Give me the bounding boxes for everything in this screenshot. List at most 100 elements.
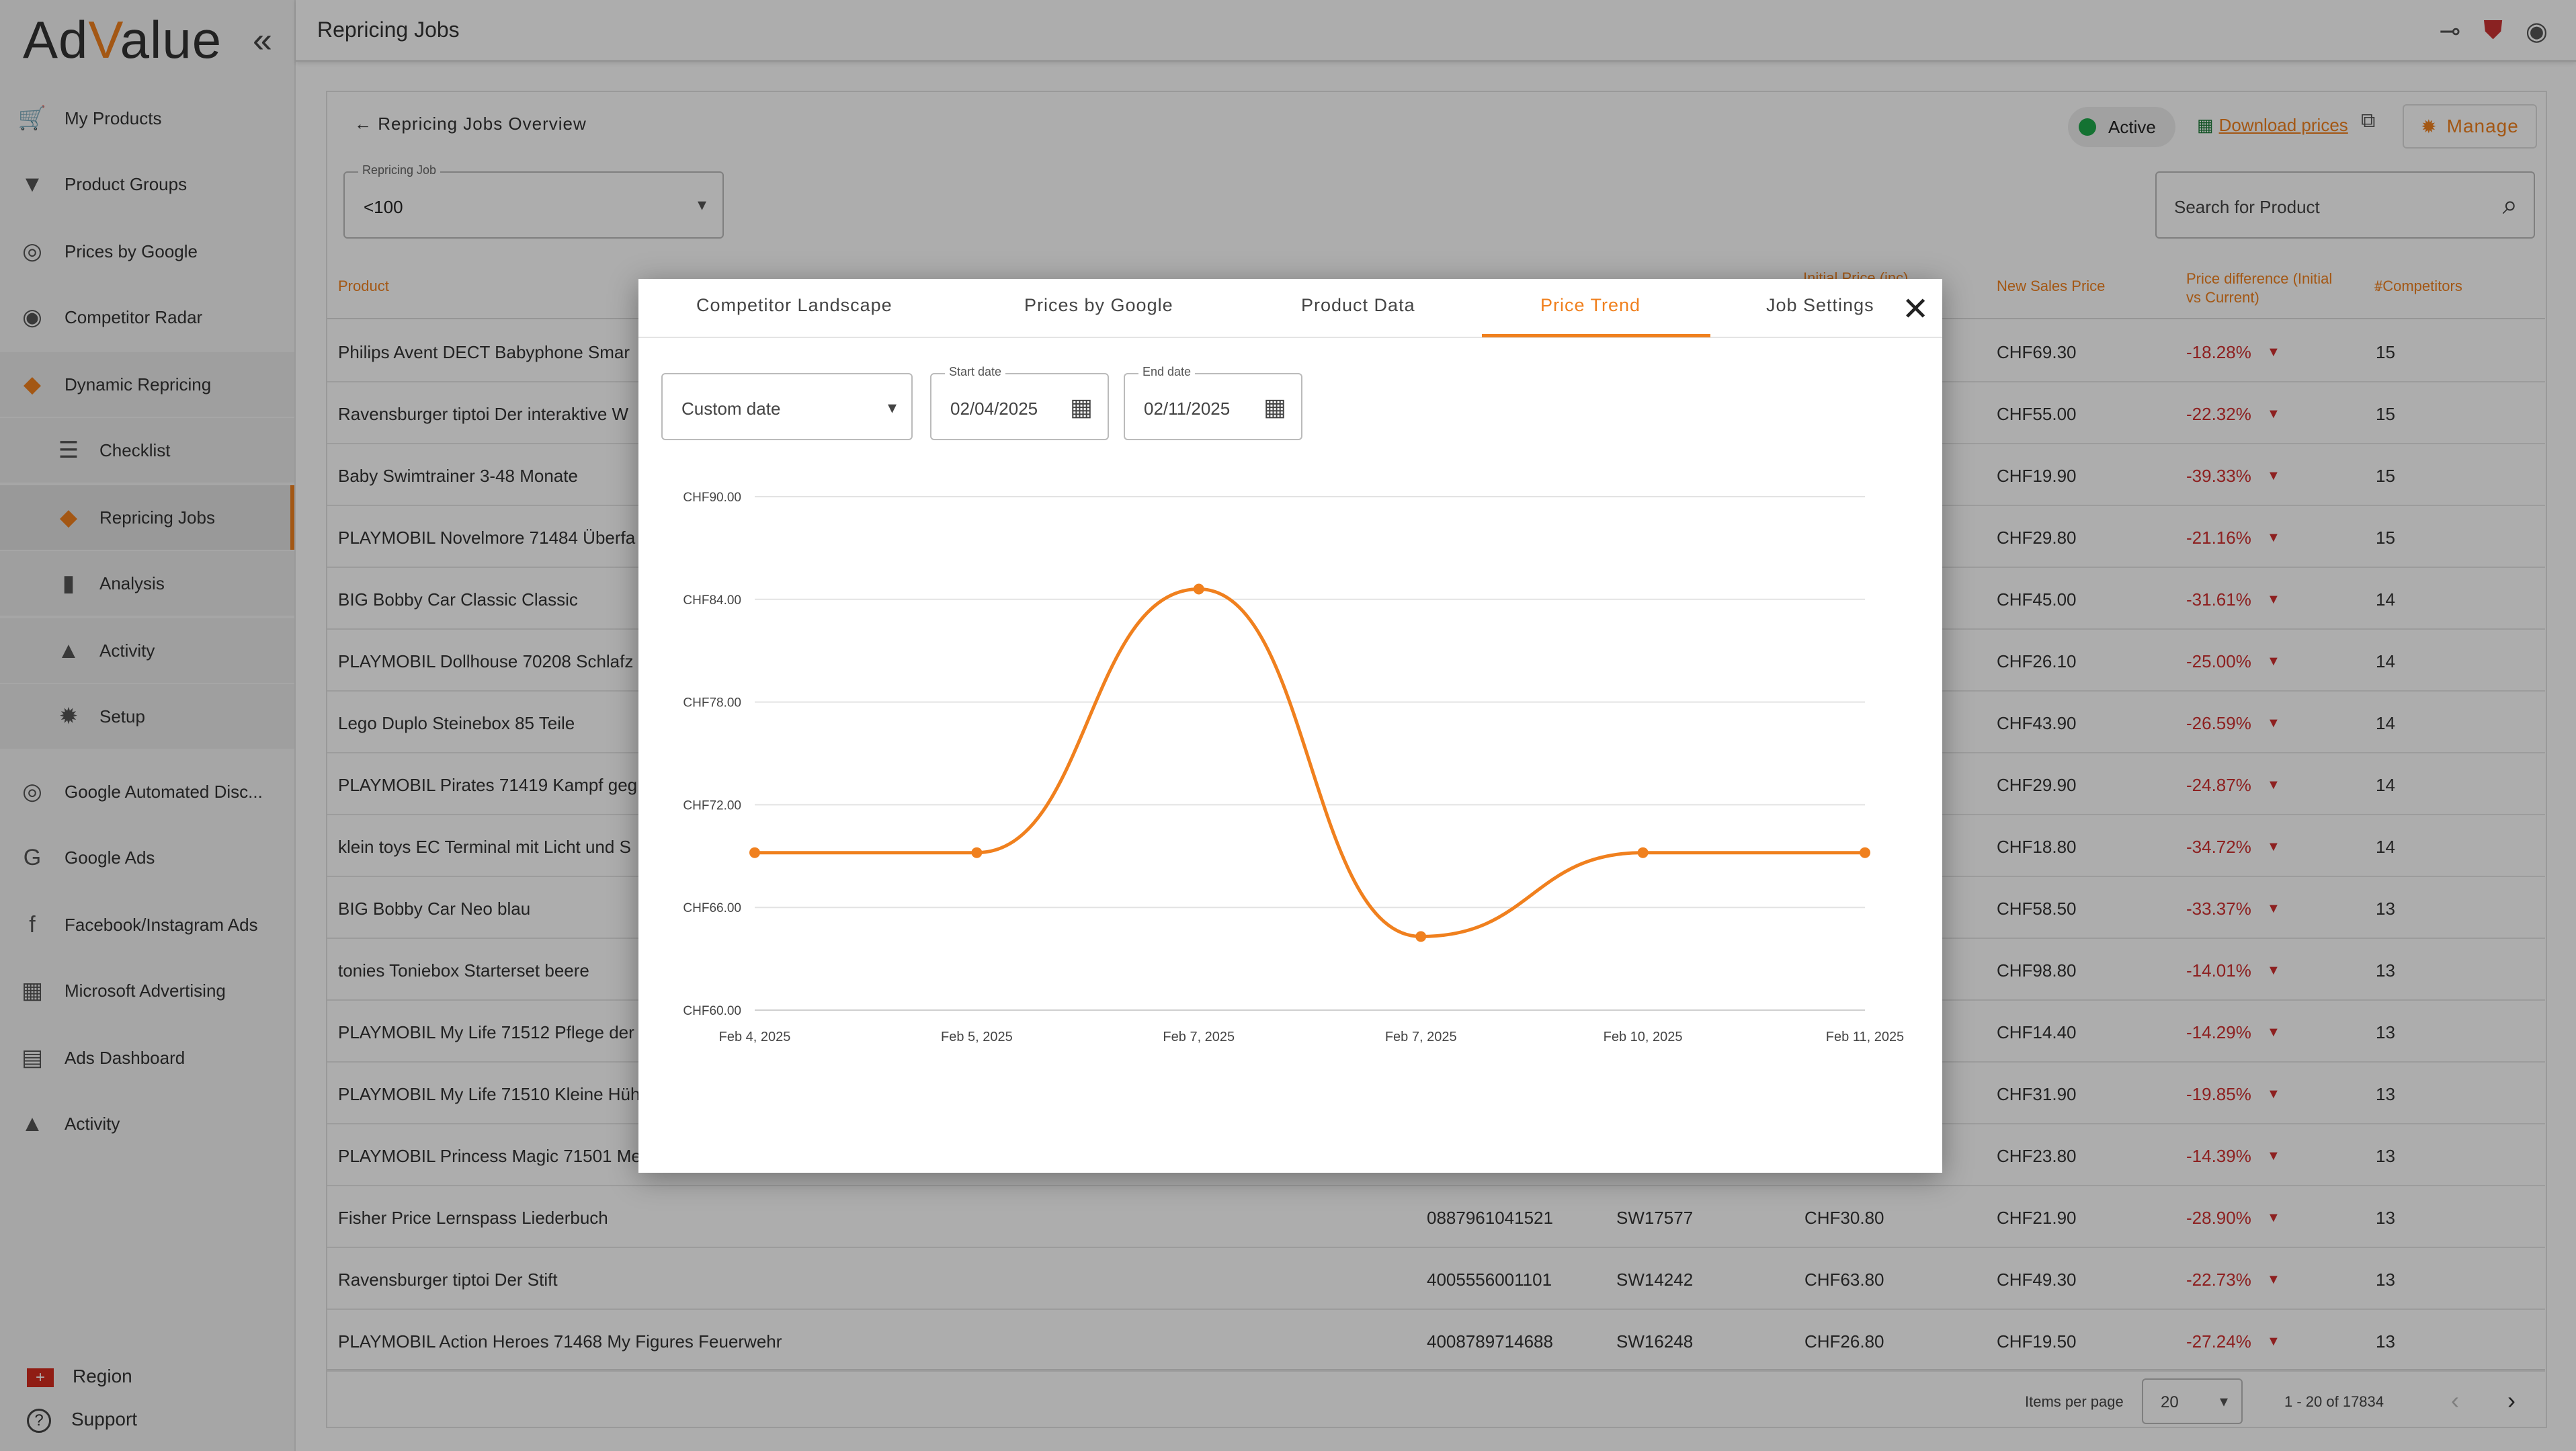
status-label: Active xyxy=(2108,116,2156,137)
account-icon[interactable]: ◉ xyxy=(2525,17,2548,46)
sidebar-item-microsoft-advertising[interactable]: ▦ Microsoft Advertising xyxy=(0,958,294,1023)
data-point xyxy=(1415,931,1427,942)
sidebar-item-product-groups[interactable]: ▼ Product Groups xyxy=(0,152,294,216)
download-prices-link[interactable]: ▦ Download prices xyxy=(2197,115,2348,136)
sidebar-item-google-automated-disc[interactable]: ◎ Google Automated Disc... xyxy=(0,759,294,824)
product-search[interactable]: Search for Product ⌕ xyxy=(2155,171,2535,239)
sidebar-item-label: Facebook/Instagram Ads xyxy=(65,914,258,935)
collapse-sidebar-icon[interactable]: « xyxy=(253,21,272,60)
sidebar-item-dynamic-repricing[interactable]: ◆ Dynamic Repricing xyxy=(0,352,294,417)
start-date-field[interactable]: Start date 02/04/2025 ▦ xyxy=(930,365,1109,440)
calendar-icon[interactable]: ▦ xyxy=(1263,393,1286,421)
cell-price-diff: -21.16% xyxy=(2186,528,2251,548)
sidebar-item-label: Setup xyxy=(99,706,145,727)
table-row[interactable]: Ravensburger tiptoi Der Stift 40055560011… xyxy=(327,1248,2545,1310)
items-per-page-value: 20 xyxy=(2161,1393,2179,1411)
page-title: Repricing Jobs xyxy=(317,17,460,42)
sidebar-item-my-products[interactable]: 🛒 My Products xyxy=(0,86,294,151)
sidebar-item-label: Google Automated Disc... xyxy=(65,781,263,802)
tab-competitor-landscape[interactable]: Competitor Landscape xyxy=(696,295,892,315)
sidebar-item-ads-dashboard[interactable]: ▤ Ads Dashboard xyxy=(0,1026,294,1090)
end-date-field[interactable]: End date 02/11/2025 ▦ xyxy=(1124,365,1302,440)
support-label: Support xyxy=(71,1409,138,1429)
tab-product-data[interactable]: Product Data xyxy=(1301,295,1415,315)
items-per-page-label: Items per page xyxy=(2025,1393,2124,1410)
cell-competitors: 15 xyxy=(2376,404,2395,424)
back-link[interactable]: ← Repricing Jobs Overview xyxy=(354,114,587,134)
filter-icon: ▼ xyxy=(21,171,44,197)
cell-sku: SW16248 xyxy=(1616,1331,1694,1352)
sidebar-item-analysis[interactable]: ▮ Analysis xyxy=(0,551,294,616)
tab-price-trend[interactable]: Price Trend xyxy=(1540,295,1641,315)
sidebar-item-prices-by-google[interactable]: ◎ Prices by Google xyxy=(0,219,294,284)
sidebar-item-competitor-radar[interactable]: ◉ Competitor Radar xyxy=(0,285,294,349)
y-tick-label: CHF60.00 xyxy=(683,1004,741,1018)
tab-job-settings[interactable]: Job Settings xyxy=(1766,295,1874,315)
trend-down-icon: ▼ xyxy=(2267,963,2280,978)
sidebar-item-activity[interactable]: ▲ Activity xyxy=(0,1091,294,1156)
search-icon[interactable]: ⌕ xyxy=(2502,190,2518,220)
sidebar-item-label: Activity xyxy=(99,640,155,661)
items-per-page-select[interactable]: 20 ▾ xyxy=(2142,1378,2243,1424)
sidebar-item-repricing-jobs[interactable]: ◆ Repricing Jobs xyxy=(0,485,294,550)
y-tick-label: CHF78.00 xyxy=(683,696,741,710)
google-price-icon: ◎ xyxy=(22,779,42,804)
app-logo[interactable]: AdValue xyxy=(23,10,222,69)
cell-price-diff: -31.61% xyxy=(2186,589,2251,610)
calendar-icon[interactable]: ▦ xyxy=(1069,393,1093,421)
col-price-diff[interactable]: Price difference (Initial vs Current) xyxy=(2186,270,2333,306)
cell-new-price: CHF23.80 xyxy=(1997,1146,2077,1166)
support-link[interactable]: ? Support xyxy=(27,1409,137,1433)
data-point xyxy=(749,847,760,858)
cell-product: BIG Bobby Car Neo blau xyxy=(338,899,531,919)
copy-icon[interactable]: ⧉ xyxy=(2361,110,2376,132)
sidebar-item-label: My Products xyxy=(65,108,162,128)
caret-down-icon: ▾ xyxy=(887,397,897,417)
search-placeholder: Search for Product xyxy=(2174,197,2320,217)
region-selector[interactable]: + Region xyxy=(27,1366,132,1387)
cell-product: Lego Duplo Steinebox 85 Teile xyxy=(338,713,575,733)
status-badge: Active xyxy=(2068,107,2175,147)
sidebar-item-setup[interactable]: ✹ Setup xyxy=(0,684,294,749)
cell-competitors: 13 xyxy=(2376,1270,2395,1290)
trend-down-icon: ▼ xyxy=(2267,345,2280,360)
cell-price-diff: -25.00% xyxy=(2186,651,2251,671)
end-date-label: End date xyxy=(1138,365,1196,379)
google-price-icon: ◎ xyxy=(22,239,42,264)
prev-page-icon[interactable]: ‹ xyxy=(2451,1386,2459,1414)
commit-icon[interactable]: ⊸ xyxy=(2439,17,2461,46)
table-row[interactable]: Fisher Price Lernspass Liederbuch 0887961… xyxy=(327,1186,2545,1248)
trend-down-icon: ▼ xyxy=(2267,1272,2280,1287)
table-row[interactable]: PLAYMOBIL Princess Magic 71501 Me CHF23.8… xyxy=(327,1124,2545,1186)
cell-price-diff: -24.87% xyxy=(2186,775,2251,795)
trend-down-icon: ▼ xyxy=(2267,1334,2280,1349)
close-icon[interactable]: ✕ xyxy=(1902,292,1929,327)
repricing-job-select[interactable]: Repricing Job <100 ▾ xyxy=(343,163,724,239)
cell-price-diff: -19.85% xyxy=(2186,1084,2251,1104)
sidebar-item-checklist[interactable]: ☰ Checklist xyxy=(0,418,294,483)
job-select-value: <100 xyxy=(364,197,403,217)
date-mode-select[interactable]: Custom date ▾ xyxy=(661,373,913,440)
swiss-flag-icon: + xyxy=(27,1368,54,1387)
manage-button[interactable]: ✹ Manage xyxy=(2403,104,2537,149)
col-new-price[interactable]: New Sales Price xyxy=(1997,278,2106,294)
cell-competitors: 14 xyxy=(2376,837,2395,857)
col-product[interactable]: Product xyxy=(338,278,389,294)
table-row[interactable]: PLAYMOBIL Action Heroes 71468 My Figures… xyxy=(327,1310,2545,1372)
cell-product: PLAYMOBIL Dollhouse 70208 Schlafz xyxy=(338,651,634,671)
cell-sku: SW14242 xyxy=(1616,1270,1694,1290)
shield-alert-icon[interactable]: ⛊ xyxy=(2483,16,2503,44)
sidebar-item-facebook-instagram-ads[interactable]: f Facebook/Instagram Ads xyxy=(0,893,294,957)
table-row[interactable]: Lego Duplo Steinebox 85 Teile CHF43.90 -26… xyxy=(327,692,2545,753)
sidebar-item-label: Checklist xyxy=(99,440,171,460)
tab-prices-by-google[interactable]: Prices by Google xyxy=(1024,295,1173,315)
cell-competitors: 13 xyxy=(2376,960,2395,981)
gear-icon: ✹ xyxy=(58,704,79,729)
cell-competitors: 13 xyxy=(2376,1146,2395,1166)
y-tick-label: CHF84.00 xyxy=(683,593,741,608)
next-page-icon[interactable]: › xyxy=(2507,1386,2516,1414)
cell-price-diff: -22.73% xyxy=(2186,1270,2251,1290)
sidebar-item-activity[interactable]: ▲ Activity xyxy=(0,618,294,683)
cell-new-price: CHF49.30 xyxy=(1997,1270,2077,1290)
sidebar-item-google-ads[interactable]: G Google Ads xyxy=(0,825,294,890)
